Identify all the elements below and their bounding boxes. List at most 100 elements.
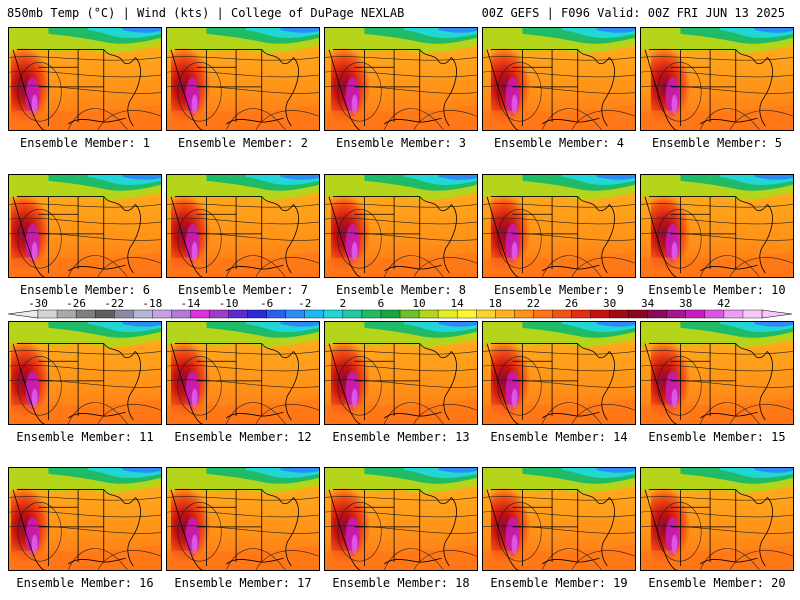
ensemble-map-5: [640, 27, 794, 131]
colorbar-swatch: [94, 309, 115, 319]
ensemble-member-label: Ensemble Member: 17: [174, 576, 312, 590]
colorbar-swatch: [418, 309, 439, 319]
colorbar-tick-label: -18: [142, 297, 162, 310]
ensemble-map-13: [324, 321, 478, 425]
ensemble-member-label: Ensemble Member: 5: [651, 136, 783, 150]
ensemble-member-label: Ensemble Member: 2: [177, 136, 309, 150]
colorbar-tick-label: 14: [451, 297, 465, 310]
colorbar-swatch: [380, 309, 401, 319]
ensemble-member-label: Ensemble Member: 11: [16, 430, 154, 444]
colorbar-swatch: [628, 309, 649, 319]
ensemble-member-label: Ensemble Member: 12: [174, 430, 312, 444]
header-right: 00Z GEFS | F096 Valid: 00Z FRI JUN 13 20…: [481, 6, 785, 20]
ensemble-map-14: [482, 321, 636, 425]
ensemble-map-16: [8, 467, 162, 571]
colorbar-tick-label: 30: [603, 297, 616, 310]
colorbar-swatch: [342, 309, 363, 319]
ensemble-member-label: Ensemble Member: 6: [19, 283, 151, 297]
colorbar-swatch: [723, 309, 744, 319]
colorbar-swatch: [552, 309, 572, 319]
colorbar-swatch: [647, 309, 668, 319]
colorbar-swatch: [476, 309, 496, 319]
colorbar-swatch: [266, 309, 287, 319]
ensemble-map-1: [8, 27, 162, 131]
colorbar-swatch: [323, 309, 344, 319]
ensemble-member-label: Ensemble Member: 15: [648, 430, 786, 444]
colorbar-swatch: [609, 309, 630, 319]
colorbar-swatch: [361, 309, 382, 319]
colorbar-tick-label: -6: [260, 297, 273, 310]
colorbar-swatch: [171, 309, 191, 319]
ensemble-member-label: Ensemble Member: 13: [332, 430, 470, 444]
ensemble-map-2: [166, 27, 320, 131]
colorbar-left-arrow: [8, 309, 39, 319]
ensemble-member-label: Ensemble Member: 4: [493, 136, 625, 150]
ensemble-member-label: Ensemble Member: 19: [490, 576, 628, 590]
ensemble-map-17: [166, 467, 320, 571]
ensemble-member-label: Ensemble Member: 8: [335, 283, 467, 297]
colorbar-right-arrow: [761, 309, 792, 319]
colorbar-tick-label: 38: [679, 297, 692, 310]
colorbar-swatch: [152, 309, 172, 319]
temperature-colorbar: -30 -26 -22 -18 -14 -10 -6 -2 2 6 10 14 18 22 26 30 34 38…: [8, 297, 792, 319]
colorbar-tick-label: 2: [340, 297, 347, 310]
colorbar-swatch: [456, 309, 477, 319]
colorbar-swatch: [133, 309, 153, 319]
ensemble-member-label: Ensemble Member: 14: [490, 430, 628, 444]
colorbar-swatch: [228, 309, 249, 319]
ensemble-map-9: [482, 174, 636, 278]
ensemble-map-19: [482, 467, 636, 571]
ensemble-map-6: [8, 174, 162, 278]
ensemble-member-label: Ensemble Member: 1: [19, 136, 151, 150]
colorbar-tick-label: 42: [717, 297, 730, 310]
colorbar-swatch: [590, 309, 611, 319]
colorbar-swatch: [75, 309, 96, 319]
ensemble-map-4: [482, 27, 636, 131]
colorbar-swatch: [666, 309, 687, 319]
ensemble-member-label: Ensemble Member: 16: [16, 576, 154, 590]
ensemble-map-15: [640, 321, 794, 425]
ensemble-map-12: [166, 321, 320, 425]
colorbar-tick-label: -30: [28, 297, 48, 310]
ensemble-member-label: Ensemble Member: 20: [648, 576, 786, 590]
colorbar-swatch: [514, 309, 534, 319]
colorbar-swatch: [437, 309, 458, 319]
colorbar-tick-label: 18: [489, 297, 502, 310]
ensemble-map-7: [166, 174, 320, 278]
colorbar-tick-label: 10: [412, 297, 425, 310]
colorbar-swatch: [742, 309, 763, 319]
colorbar-swatch: [209, 309, 230, 319]
colorbar-tick-label: 22: [527, 297, 540, 310]
colorbar-swatch: [533, 309, 553, 319]
colorbar-swatch: [114, 309, 134, 319]
colorbar-tick-label: -2: [298, 297, 311, 310]
colorbar-swatch: [571, 309, 592, 319]
ensemble-member-label: Ensemble Member: 18: [332, 576, 470, 590]
colorbar-tick-label: 6: [378, 297, 385, 310]
colorbar-swatch: [495, 309, 515, 319]
ensemble-map-18: [324, 467, 478, 571]
ensemble-member-label: Ensemble Member: 7: [177, 283, 309, 297]
ensemble-member-label: Ensemble Member: 3: [335, 136, 467, 150]
colorbar-swatch: [285, 309, 306, 319]
colorbar-tick-label: 34: [641, 297, 655, 310]
colorbar-swatch: [247, 309, 268, 319]
ensemble-map-11: [8, 321, 162, 425]
colorbar-swatch: [704, 309, 725, 319]
ensemble-map-8: [324, 174, 478, 278]
colorbar-tick-label: -22: [104, 297, 124, 310]
header-left: 850mb Temp (°C) | Wind (kts) | College o…: [7, 6, 405, 20]
ensemble-map-3: [324, 27, 478, 131]
colorbar-swatch: [190, 309, 210, 319]
colorbar-tick-label: -14: [180, 297, 200, 310]
ensemble-map-20: [640, 467, 794, 571]
ensemble-member-label: Ensemble Member: 10: [648, 283, 786, 297]
ensemble-member-label: Ensemble Member: 9: [493, 283, 625, 297]
colorbar-swatch: [685, 309, 706, 319]
colorbar-swatch: [304, 309, 325, 319]
colorbar-tick-label: -10: [219, 297, 239, 310]
ensemble-map-10: [640, 174, 794, 278]
colorbar-tick-label: 26: [565, 297, 578, 310]
colorbar-swatch: [399, 309, 420, 319]
colorbar-swatch: [56, 309, 77, 319]
